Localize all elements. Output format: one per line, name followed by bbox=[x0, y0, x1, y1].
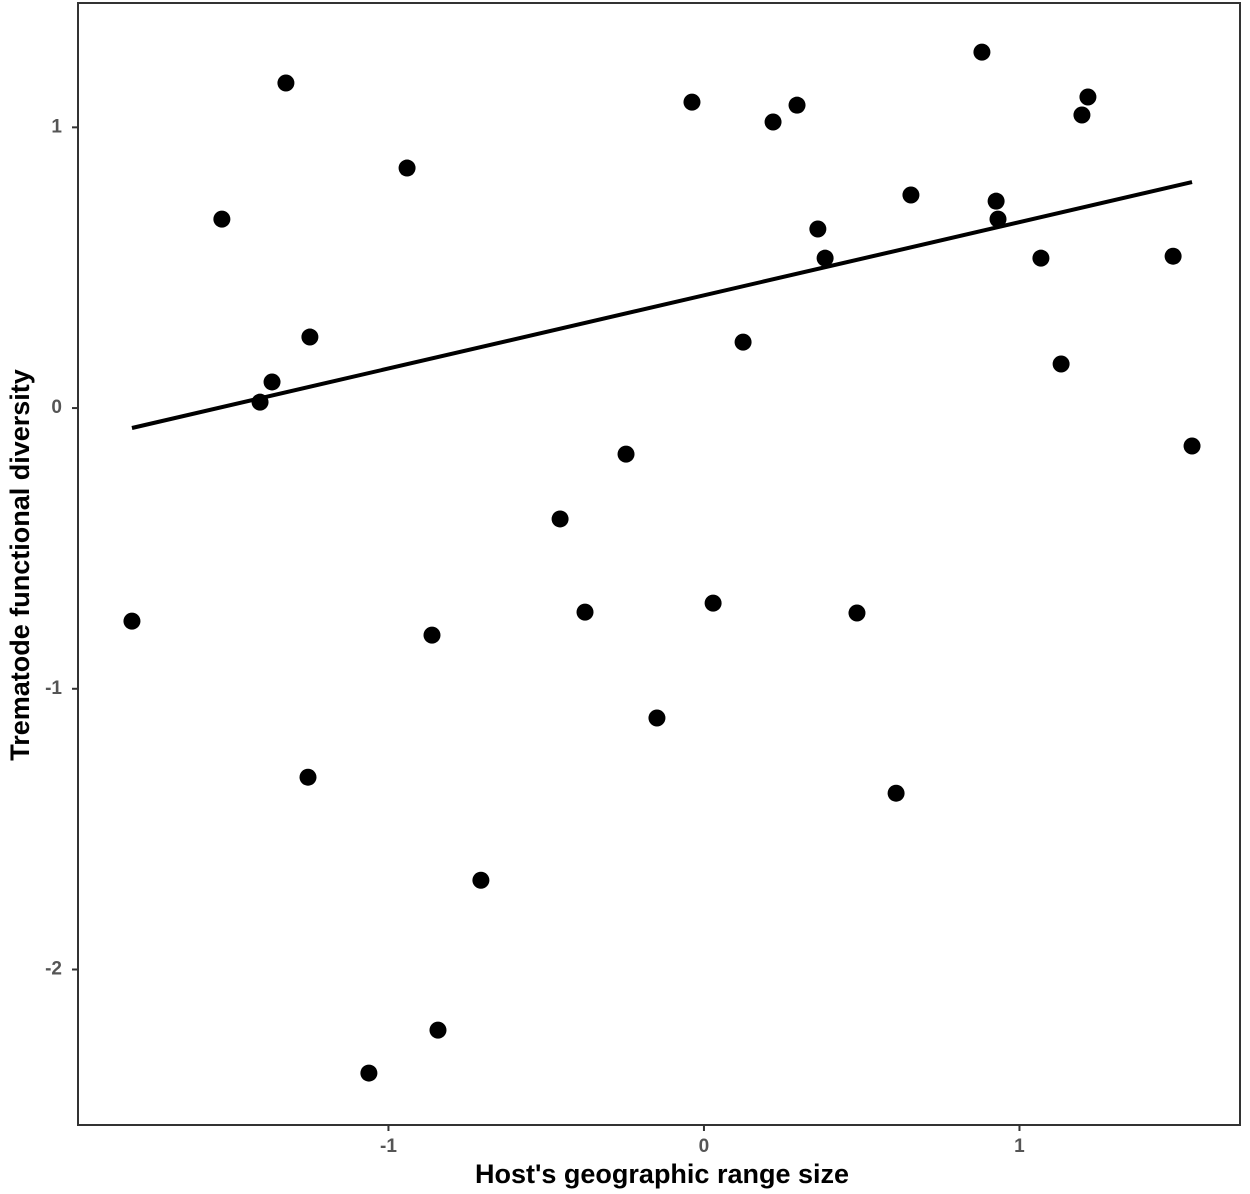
data-point bbox=[360, 1064, 378, 1082]
data-point bbox=[213, 210, 231, 228]
x-tick-label: 1 bbox=[1014, 1136, 1025, 1157]
plot-frame bbox=[77, 2, 1241, 1126]
y-tick-label: -1 bbox=[45, 678, 62, 699]
data-point bbox=[1079, 88, 1097, 106]
trend-line bbox=[131, 180, 1193, 430]
data-point bbox=[648, 709, 666, 727]
data-point bbox=[683, 93, 701, 111]
data-point bbox=[704, 594, 722, 612]
data-point bbox=[263, 373, 281, 391]
data-point bbox=[987, 192, 1005, 210]
data-point bbox=[398, 159, 416, 177]
y-tick-label: -2 bbox=[45, 959, 62, 980]
data-point bbox=[973, 43, 991, 61]
data-point bbox=[734, 333, 752, 351]
data-point bbox=[299, 768, 317, 786]
x-tick-label: 0 bbox=[699, 1136, 710, 1157]
data-point bbox=[617, 445, 635, 463]
data-point bbox=[1164, 247, 1182, 265]
data-point bbox=[423, 626, 441, 644]
y-tick-label: 0 bbox=[51, 397, 62, 418]
data-point bbox=[123, 612, 141, 630]
data-point bbox=[1073, 106, 1091, 124]
x-tick-label: -1 bbox=[380, 1136, 397, 1157]
data-point bbox=[277, 74, 295, 92]
data-point bbox=[1032, 249, 1050, 267]
data-point bbox=[902, 186, 920, 204]
data-point bbox=[1183, 437, 1201, 455]
data-point bbox=[788, 96, 806, 114]
data-point bbox=[301, 328, 319, 346]
x-axis-label: Host's geographic range size bbox=[475, 1159, 849, 1189]
data-point bbox=[887, 784, 905, 802]
data-point bbox=[764, 113, 782, 131]
data-point bbox=[809, 220, 827, 238]
data-point bbox=[848, 604, 866, 622]
data-point bbox=[472, 871, 490, 889]
data-point bbox=[816, 249, 834, 267]
data-point bbox=[251, 393, 269, 411]
y-axis-label: Trematode functional diversity bbox=[5, 369, 35, 761]
data-point bbox=[429, 1021, 447, 1039]
data-point bbox=[1052, 355, 1070, 373]
data-point bbox=[551, 510, 569, 528]
data-point bbox=[576, 603, 594, 621]
y-tick-label: 1 bbox=[51, 116, 62, 137]
data-point bbox=[989, 210, 1007, 228]
